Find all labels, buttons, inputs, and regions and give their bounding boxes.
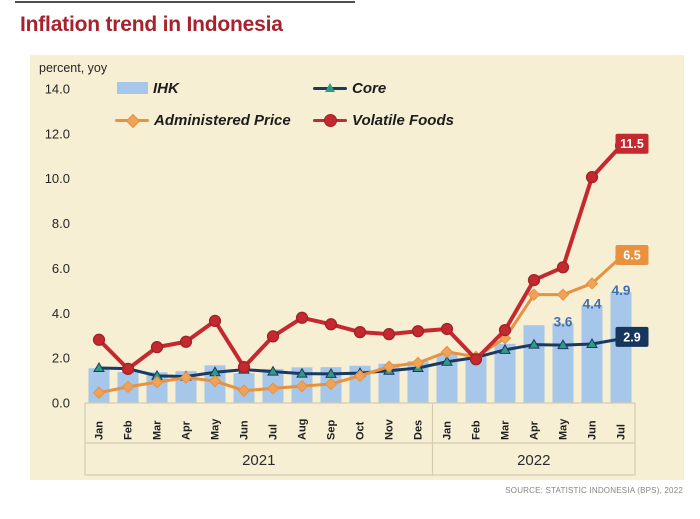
svg-text:Jun: Jun [587, 420, 599, 440]
top-rule-divider [15, 1, 355, 3]
legend-label-volatile-foods: Volatile Foods [352, 111, 454, 129]
triangle-marker-icon [325, 83, 335, 92]
legend-item-core: Core [313, 79, 387, 97]
svg-text:2022: 2022 [517, 452, 550, 469]
svg-text:Aug: Aug [297, 419, 309, 440]
axis-frame [84, 402, 636, 476]
legend-label-ihk: IHK [153, 79, 179, 97]
svg-text:Oct: Oct [355, 421, 367, 440]
svg-text:4.0: 4.0 [52, 306, 70, 321]
administered-line-swatch-icon [115, 112, 149, 129]
legend-label-administered-price: Administered Price [154, 111, 291, 129]
series-ihk [88, 292, 632, 403]
svg-text:4.4: 4.4 [583, 296, 602, 311]
ihk-bar-swatch-icon [117, 82, 148, 94]
svg-text:Jun: Jun [239, 420, 251, 440]
svg-text:Jul: Jul [268, 424, 280, 440]
page-title: Inflation trend in Indonesia [20, 13, 283, 36]
circle-marker-icon [324, 114, 337, 127]
diamond-marker-icon [125, 113, 141, 129]
svg-text:12.0: 12.0 [45, 126, 70, 141]
svg-text:6.0: 6.0 [52, 261, 70, 276]
svg-text:Jul: Jul [616, 424, 628, 440]
bar-value-labels: 3.6 4.4 4.9 [554, 283, 631, 329]
y-axis-unit-label: percent, yoy [39, 61, 108, 75]
x-axis-month-labels: Jan Feb Mar Apr May Jun Jul Aug Sep Oct Nov Des Jan F… [94, 418, 628, 440]
series-volatile-foods [92, 139, 628, 376]
core-line-swatch-icon [313, 80, 347, 96]
legend-item-ihk: IHK [117, 79, 179, 97]
svg-text:14.0: 14.0 [45, 82, 70, 97]
svg-text:Apr: Apr [529, 420, 541, 440]
svg-text:2021: 2021 [242, 452, 275, 469]
svg-text:Apr: Apr [181, 420, 193, 440]
svg-text:Nov: Nov [384, 418, 396, 440]
svg-text:Jan: Jan [442, 421, 454, 440]
svg-text:8.0: 8.0 [52, 216, 70, 231]
source-note: SOURCE: STATISTIC INDONESIA (BPS), 2022 [505, 486, 683, 495]
legend-item-volatile-foods: Volatile Foods [313, 111, 454, 129]
svg-text:0.0: 0.0 [52, 396, 70, 411]
svg-text:May: May [558, 418, 570, 440]
legend-item-administered-price: Administered Price [115, 111, 291, 129]
svg-text:Mar: Mar [152, 420, 164, 440]
svg-text:4.9: 4.9 [612, 283, 631, 298]
inflation-chart: Jan Feb Mar Apr May Jun Jul Aug Sep Oct Nov Des Jan F… [45, 82, 649, 476]
svg-text:10.0: 10.0 [45, 171, 70, 186]
x-axis-year-labels: 2021 2022 [242, 452, 550, 469]
svg-text:Des: Des [413, 420, 425, 440]
svg-text:Mar: Mar [500, 420, 512, 440]
chart-panel: percent, yoy Jan Feb Mar Apr May Jun Jul Aug Sep… [30, 55, 684, 480]
svg-text:Sep: Sep [326, 420, 338, 440]
legend-label-core: Core [352, 79, 387, 97]
svg-text:6.5: 6.5 [623, 248, 640, 262]
y-axis-tick-labels: 0.0 2.0 4.0 6.0 8.0 10.0 12.0 14.0 [45, 82, 70, 411]
svg-text:Feb: Feb [471, 420, 483, 440]
svg-text:3.6: 3.6 [554, 314, 573, 329]
volatile-line-swatch-icon [313, 112, 347, 128]
svg-text:2.0: 2.0 [52, 351, 70, 366]
svg-text:2.9: 2.9 [623, 330, 640, 344]
svg-text:May: May [210, 418, 222, 440]
series-end-callouts: 2.9 6.5 11.5 [615, 133, 649, 347]
svg-text:Feb: Feb [123, 420, 135, 440]
svg-text:11.5: 11.5 [620, 137, 644, 151]
svg-text:Jan: Jan [94, 421, 106, 440]
